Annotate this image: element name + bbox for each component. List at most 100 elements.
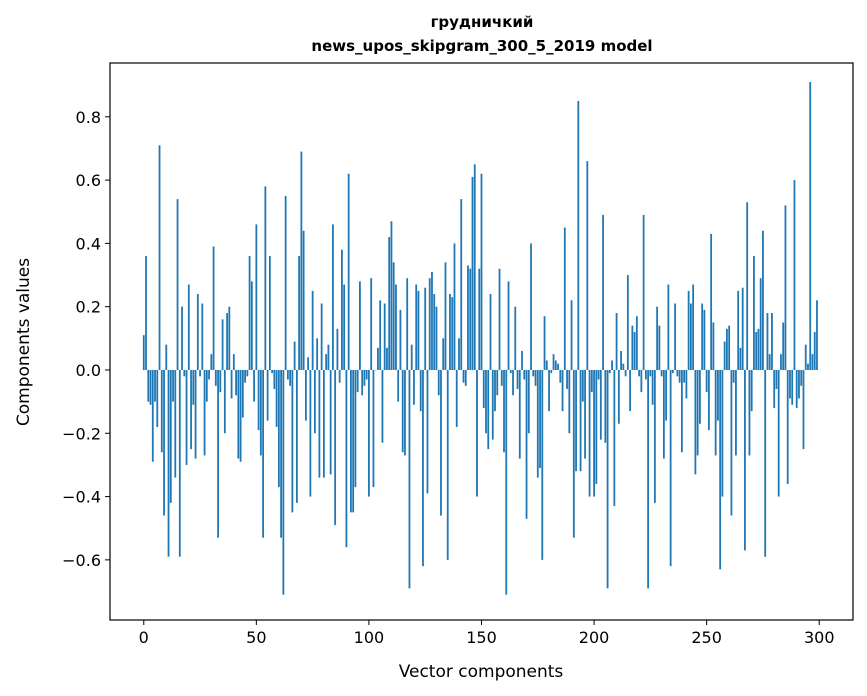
bar bbox=[518, 369, 521, 459]
bar bbox=[440, 369, 442, 516]
bar bbox=[689, 303, 692, 370]
bar bbox=[746, 202, 749, 370]
bar bbox=[422, 369, 424, 567]
bar bbox=[250, 281, 253, 370]
bar bbox=[482, 369, 485, 408]
bar bbox=[282, 369, 285, 595]
bar bbox=[624, 369, 627, 377]
bar bbox=[748, 369, 751, 456]
bar bbox=[241, 369, 244, 418]
bar bbox=[417, 290, 420, 370]
bar bbox=[597, 369, 600, 380]
bar bbox=[453, 243, 456, 370]
bar bbox=[755, 332, 758, 370]
bar bbox=[464, 369, 467, 386]
bar bbox=[539, 369, 541, 469]
bar bbox=[485, 369, 487, 434]
bar bbox=[401, 369, 404, 453]
bar bbox=[248, 256, 251, 370]
bar bbox=[494, 369, 496, 412]
bar bbox=[257, 369, 260, 431]
bar bbox=[332, 224, 334, 370]
bar bbox=[390, 221, 393, 370]
x-tick-label: 50 bbox=[246, 628, 266, 647]
bar bbox=[534, 369, 537, 386]
bar bbox=[789, 369, 791, 399]
x-tick-label: 150 bbox=[466, 628, 497, 647]
bar bbox=[446, 369, 449, 560]
bar bbox=[318, 369, 321, 478]
bar bbox=[530, 243, 532, 370]
bar bbox=[473, 164, 476, 370]
bar bbox=[408, 369, 411, 589]
bar bbox=[766, 313, 769, 370]
bar bbox=[699, 369, 701, 424]
plot-frame bbox=[109, 62, 854, 621]
bar bbox=[798, 369, 800, 399]
bar bbox=[660, 369, 663, 377]
bar bbox=[554, 360, 557, 370]
bar bbox=[714, 369, 717, 456]
bar bbox=[543, 316, 546, 370]
bar bbox=[800, 369, 803, 386]
bar bbox=[424, 287, 427, 370]
bar bbox=[680, 369, 683, 453]
y-axis-ticks: −0.6 −0.4 −0.2 0.0 0.2 0.4 0.6 0.8 bbox=[62, 108, 110, 570]
bar bbox=[160, 369, 163, 453]
bar bbox=[183, 369, 186, 377]
bar bbox=[813, 332, 816, 370]
bar bbox=[694, 369, 697, 475]
bar bbox=[557, 363, 559, 370]
y-tick-label: −0.2 bbox=[62, 424, 101, 443]
bar bbox=[687, 290, 690, 370]
bar bbox=[259, 369, 262, 456]
bar bbox=[208, 369, 210, 380]
bar bbox=[701, 303, 704, 370]
bar bbox=[570, 300, 573, 370]
bar bbox=[575, 369, 577, 472]
bar bbox=[271, 369, 274, 374]
y-axis-label: Components values bbox=[14, 258, 34, 426]
bar bbox=[732, 369, 735, 383]
bar bbox=[568, 369, 571, 434]
bar bbox=[253, 369, 255, 402]
bar bbox=[167, 369, 170, 557]
bar bbox=[786, 369, 789, 484]
bar bbox=[656, 306, 659, 370]
bar bbox=[469, 268, 472, 370]
bar bbox=[336, 328, 339, 370]
bar bbox=[165, 344, 168, 370]
bar bbox=[190, 369, 192, 450]
y-tick-label: 0.0 bbox=[76, 361, 101, 380]
bar bbox=[710, 233, 713, 370]
bar bbox=[777, 369, 780, 497]
bar bbox=[613, 369, 616, 507]
bar bbox=[721, 369, 724, 497]
bar bbox=[696, 369, 699, 456]
bar bbox=[237, 369, 240, 459]
bar bbox=[176, 199, 179, 370]
bar bbox=[142, 335, 145, 370]
bar bbox=[232, 354, 235, 370]
x-axis-label: Vector components bbox=[399, 662, 564, 682]
bar bbox=[620, 350, 622, 370]
bar bbox=[354, 369, 357, 488]
bar bbox=[635, 316, 638, 370]
bar bbox=[316, 338, 319, 370]
bar bbox=[172, 369, 174, 402]
bar bbox=[642, 214, 645, 370]
bar bbox=[795, 369, 798, 408]
bar bbox=[791, 369, 794, 405]
bar bbox=[759, 278, 762, 370]
bar bbox=[563, 227, 566, 370]
bar bbox=[525, 369, 528, 519]
bar bbox=[280, 369, 283, 538]
bar bbox=[415, 284, 418, 370]
bar bbox=[268, 256, 271, 370]
bar bbox=[372, 369, 375, 488]
bar bbox=[649, 369, 652, 377]
bar bbox=[505, 369, 508, 595]
bar bbox=[512, 369, 514, 396]
bar bbox=[545, 360, 548, 370]
bar bbox=[341, 249, 343, 370]
